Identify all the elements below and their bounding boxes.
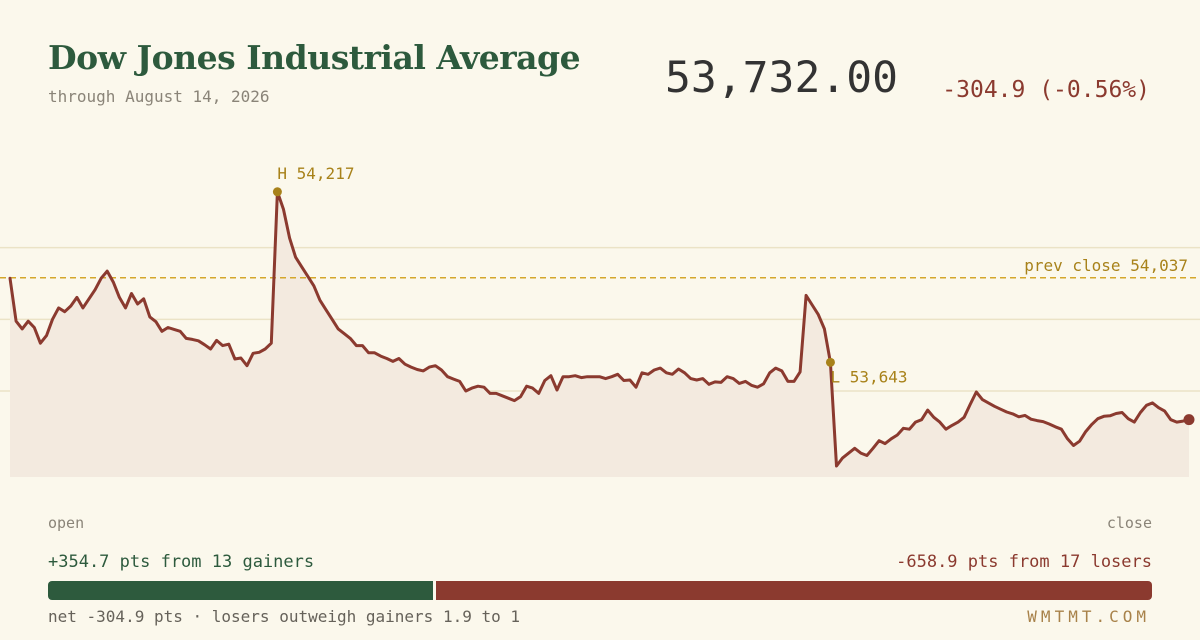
chart-subtitle: through August 14, 2026 — [48, 87, 270, 106]
high-marker — [272, 187, 282, 197]
series-line — [8, 190, 1191, 468]
current-price: 53,732.00 — [665, 53, 898, 103]
gainers-bar-segment — [48, 581, 434, 600]
net-summary: net -304.9 pts · losers outweigh gainers… — [48, 607, 521, 626]
line-chart: prev close 54,037 H 54,217 L 53,643 — [0, 164, 1200, 478]
losers-summary: -658.9 pts from 17 losers — [896, 552, 1152, 572]
gainers-summary: +354.7 pts from 13 gainers — [48, 552, 315, 572]
open-label: open — [48, 514, 85, 532]
high-label: H 54,217 — [277, 164, 354, 183]
low-label: L 53,643 — [830, 367, 907, 386]
close-marker — [1183, 414, 1195, 426]
chart-title: Dow Jones Industrial Average — [48, 38, 581, 77]
breadth-bar — [48, 581, 1152, 600]
losers-bar-segment — [436, 581, 1152, 600]
brand-mark: WMTMT.COM — [1027, 607, 1150, 626]
close-label: close — [1106, 514, 1152, 532]
area-fill — [10, 191, 1189, 478]
price-change: -304.9 (-0.56%) — [942, 77, 1150, 103]
low-marker — [825, 357, 835, 367]
prev-close-label: prev close 54,037 — [1024, 256, 1188, 275]
